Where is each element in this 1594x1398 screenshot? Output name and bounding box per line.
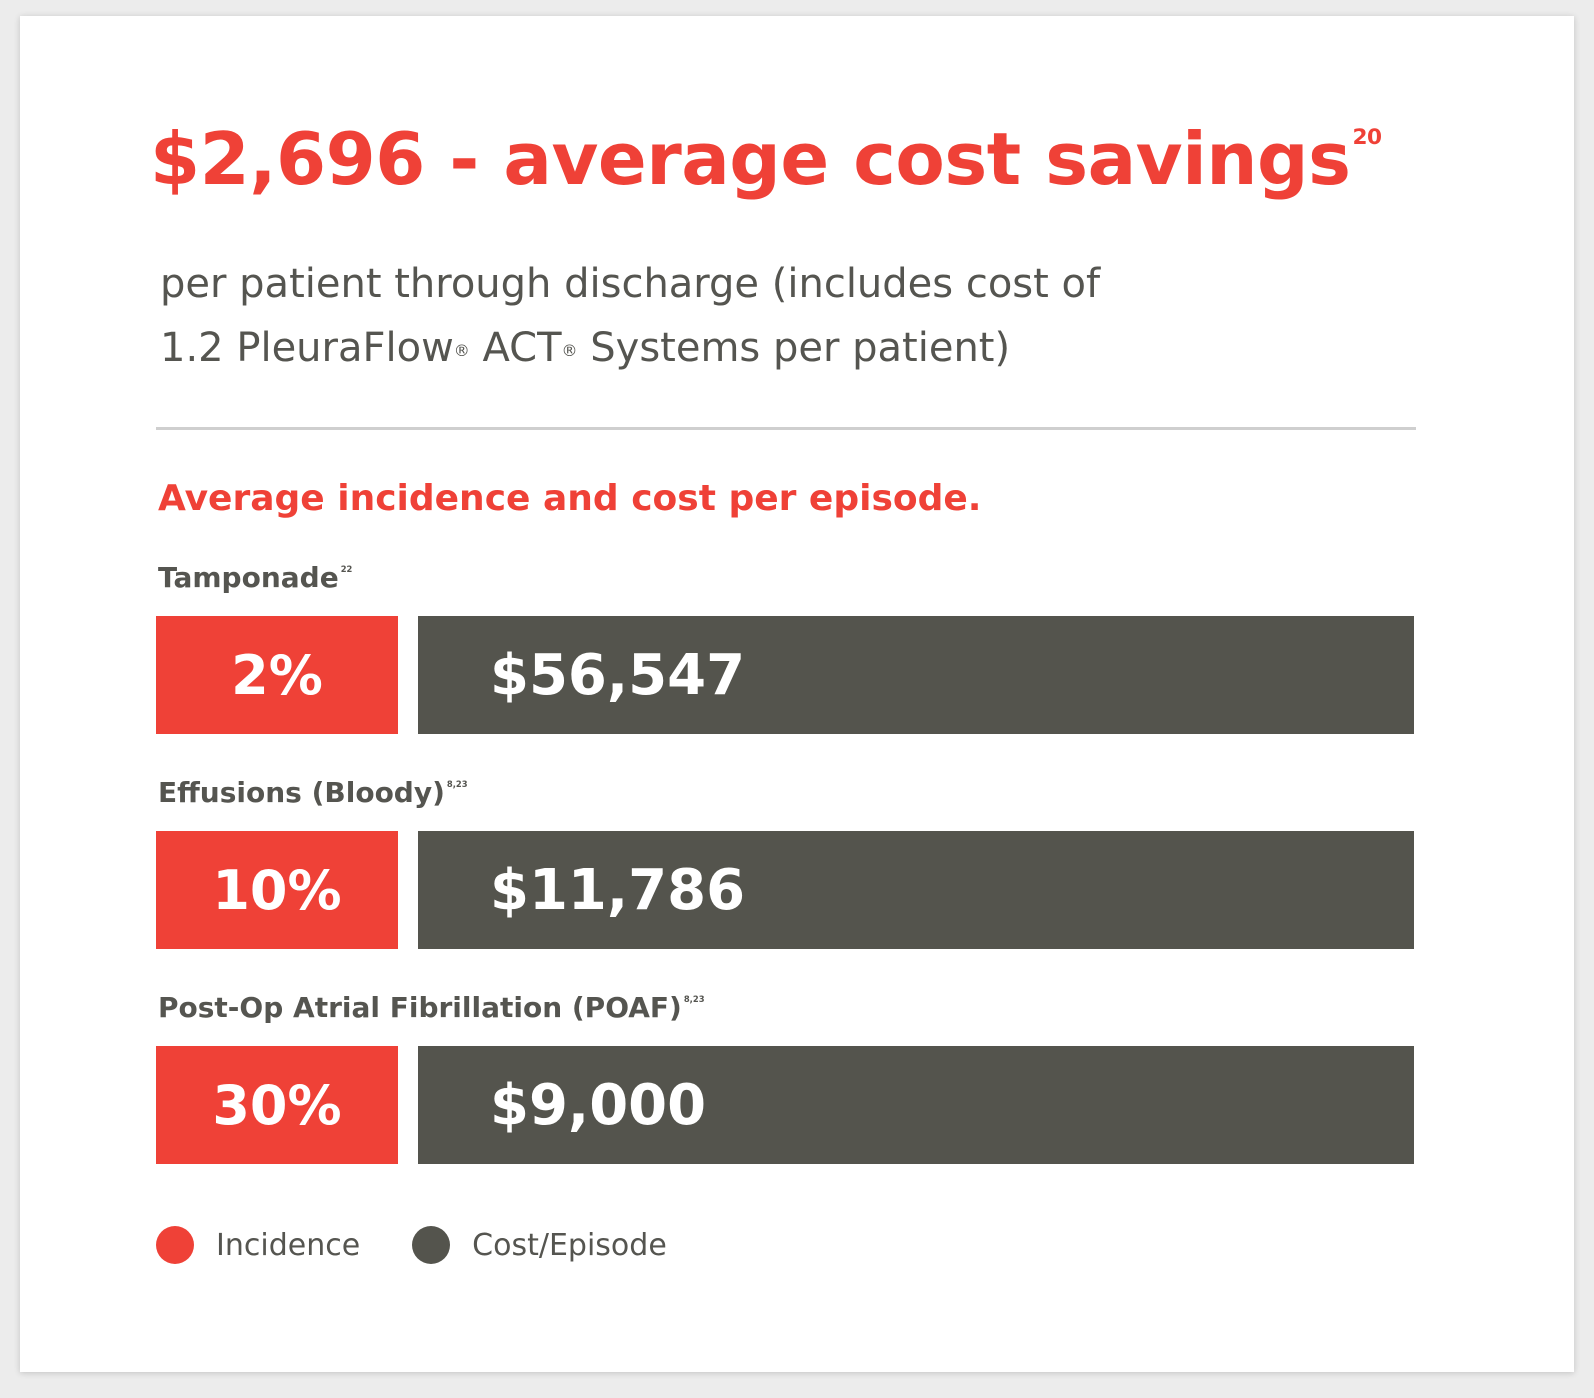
subtitle: per patient through discharge (includes … <box>160 252 1360 380</box>
subtitle-line-1: per patient through discharge (includes … <box>160 261 1101 307</box>
row-reference: 8,23 <box>683 994 705 1005</box>
row-label-text: Tamponade <box>158 561 339 594</box>
row-label: Effusions (Bloody) 8,23 <box>158 776 468 809</box>
registered-mark: ® <box>561 341 578 361</box>
registered-mark: ® <box>453 341 470 361</box>
headline-text: $2,696 - average cost savings <box>150 117 1351 201</box>
cost-bar: $56,547 <box>418 616 1414 734</box>
legend-swatch-cost <box>412 1226 451 1264</box>
cost-bar: $11,786 <box>418 831 1414 949</box>
row-label-text: Effusions (Bloody) <box>158 776 445 809</box>
legend-label-incidence: Incidence <box>216 1227 361 1263</box>
cost-bar: $9,000 <box>418 1046 1414 1164</box>
cost-value: $11,786 <box>490 857 746 923</box>
incidence-value: 2% <box>231 643 323 707</box>
incidence-value: 30% <box>212 1073 342 1137</box>
legend: Incidence Cost/Episode <box>156 1226 719 1264</box>
legend-item-incidence: Incidence <box>156 1226 360 1264</box>
headline: $2,696 - average cost savings20 <box>150 116 1382 202</box>
divider <box>156 427 1416 430</box>
cost-value: $56,547 <box>490 642 746 708</box>
row-reference: 8,23 <box>446 779 468 790</box>
incidence-value: 10% <box>212 858 342 922</box>
subtitle-product-act: ACT <box>469 325 562 371</box>
incidence-bar: 2% <box>156 616 398 734</box>
infographic-card: $2,696 - average cost savings20 per pati… <box>20 16 1574 1372</box>
incidence-bar: 10% <box>156 831 398 949</box>
headline-reference: 20 <box>1352 124 1382 150</box>
incidence-bar: 30% <box>156 1046 398 1164</box>
legend-item-cost: Cost/Episode <box>412 1226 667 1264</box>
legend-swatch-incidence <box>156 1226 194 1264</box>
row-reference: 22 <box>340 564 353 575</box>
subtitle-line-2: 1.2 PleuraFlow® ACT® Systems per patient… <box>160 316 1360 380</box>
row-label: Tamponade 22 <box>158 561 352 594</box>
legend-label-cost: Cost/Episode <box>472 1227 667 1263</box>
subtitle-product-name: 1.2 PleuraFlow <box>160 325 454 371</box>
cost-value: $9,000 <box>490 1072 707 1138</box>
row-label: Post-Op Atrial Fibrillation (POAF) 8,23 <box>158 991 705 1024</box>
subtitle-tail: Systems per patient) <box>577 325 1011 371</box>
section-title: Average incidence and cost per episode. <box>158 478 982 519</box>
row-label-text: Post-Op Atrial Fibrillation (POAF) <box>158 991 682 1024</box>
